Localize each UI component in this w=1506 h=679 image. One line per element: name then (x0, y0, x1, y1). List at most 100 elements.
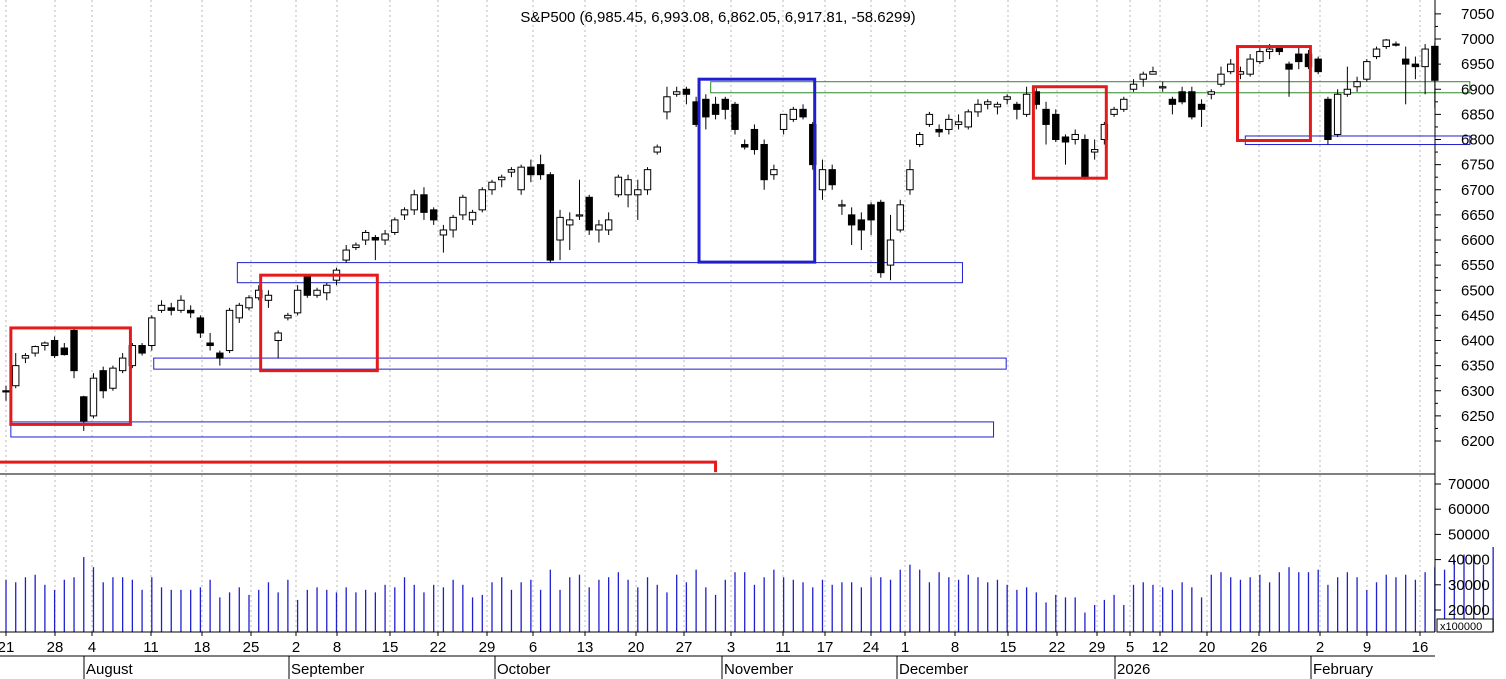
candle (984, 99, 992, 110)
candle (1003, 94, 1011, 105)
volume-tick-label: 40000 (1448, 552, 1490, 569)
date-tick-label: 20 (1199, 639, 1216, 656)
candle (1372, 46, 1381, 60)
candle (196, 315, 205, 338)
date-tick-label: 6 (529, 639, 537, 656)
candle (313, 287, 321, 298)
candle (498, 174, 506, 188)
date-tick-label: 15 (382, 639, 399, 656)
candle (886, 214, 895, 281)
candle-body (536, 164, 545, 176)
candle-body (478, 189, 486, 211)
candle-body (906, 169, 914, 191)
candle-body (293, 289, 302, 314)
candle-body (1401, 58, 1410, 65)
support-zone (10, 421, 995, 438)
volume-tick-label: 60000 (1448, 501, 1490, 518)
candle-body (789, 108, 798, 120)
candle (721, 96, 729, 120)
volume-tick-label: 70000 (1448, 476, 1490, 493)
price-tick-label: 6900 (1461, 81, 1494, 98)
candle (186, 305, 195, 318)
candle-body (177, 299, 185, 311)
candle-body (1324, 98, 1332, 141)
candle (1333, 89, 1342, 137)
candle-body (741, 144, 749, 148)
candle-body (1382, 39, 1390, 48)
candle-body (896, 204, 904, 231)
candle (507, 167, 516, 178)
pattern-box (697, 77, 817, 264)
candle-body (517, 166, 525, 191)
candle-body (468, 211, 477, 221)
candle-body (1013, 103, 1021, 110)
price-tick-label: 6450 (1461, 307, 1494, 324)
candle (702, 94, 710, 130)
candle (400, 207, 409, 220)
price-tick-label: 6350 (1461, 358, 1494, 375)
candle (634, 179, 642, 220)
candle (1295, 46, 1303, 70)
candle (1042, 101, 1050, 145)
price-tick-label: 7050 (1461, 6, 1494, 23)
price-tick-label: 7000 (1461, 31, 1494, 48)
candle-body (1042, 108, 1050, 125)
candle-body (507, 169, 516, 173)
candle (235, 302, 243, 323)
price-tick-label: 6200 (1461, 433, 1494, 450)
candle-body (342, 249, 350, 261)
pattern-box (1031, 85, 1108, 180)
candle (1401, 46, 1410, 105)
candle (1324, 96, 1332, 145)
month-label: December (899, 661, 968, 678)
candle (857, 212, 866, 251)
candle-body (1022, 93, 1031, 115)
candle (478, 187, 486, 213)
vertical-gridlines (5, 0, 1421, 632)
candle (488, 179, 496, 195)
price-tick-label: 6600 (1461, 232, 1494, 249)
price-tick-label: 6300 (1461, 383, 1494, 400)
candle (1110, 106, 1118, 117)
candle (60, 343, 69, 356)
candle (342, 245, 350, 263)
date-tick-label: 11 (775, 639, 791, 656)
pattern-boxes (9, 45, 1312, 426)
candle-body (284, 314, 292, 319)
candle (585, 194, 593, 235)
candle-body (118, 357, 127, 372)
month-label: September (291, 661, 364, 678)
candle-body (1285, 63, 1293, 70)
candle-body (760, 144, 768, 181)
candle-body (157, 304, 166, 311)
candle (293, 285, 302, 316)
candle (915, 131, 924, 148)
candle-body (21, 355, 30, 359)
candle-body (1052, 113, 1060, 140)
candle (361, 229, 370, 246)
candle-body (2, 390, 10, 393)
date-tick-label: 29 (479, 639, 496, 656)
candle-body (1353, 81, 1361, 88)
date-tick-label: 15 (1000, 639, 1017, 656)
candle-body (925, 113, 934, 125)
candle (974, 99, 982, 117)
candle-body (60, 347, 69, 356)
month-label: October (497, 661, 550, 678)
candle (1139, 71, 1147, 87)
date-tick-label: 22 (430, 639, 447, 656)
candle-body (877, 201, 885, 274)
candle-body (361, 231, 370, 241)
candle-body (1217, 73, 1225, 85)
date-tick-label: 1 (901, 639, 909, 656)
volume-tick-label: 30000 (1448, 577, 1490, 594)
date-tick-label: 3 (727, 639, 735, 656)
candle (1207, 89, 1215, 100)
candle (41, 341, 49, 351)
candle (663, 86, 671, 120)
candle-body (556, 216, 564, 241)
candle-body (70, 329, 78, 372)
candle (1129, 79, 1138, 92)
candle (31, 345, 39, 357)
candle (595, 219, 603, 243)
